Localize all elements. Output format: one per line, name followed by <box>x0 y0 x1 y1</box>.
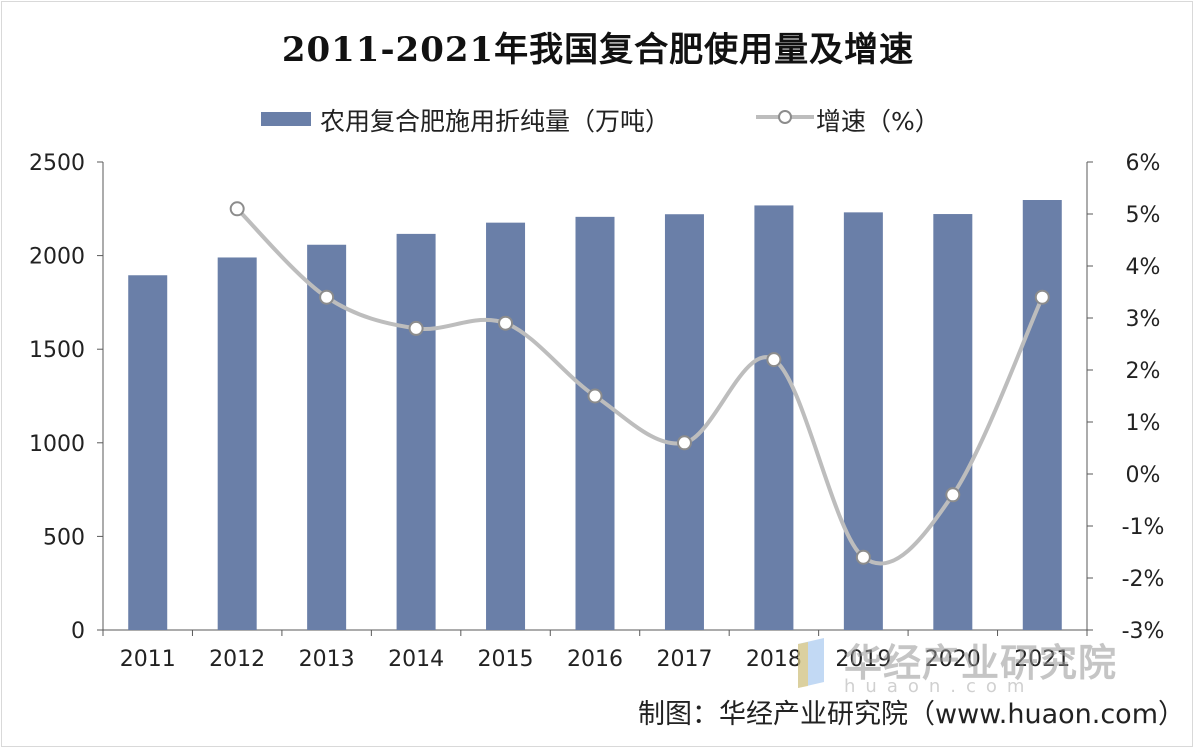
chart-legend: 农用复合肥施用折纯量（万吨） 增速（%） <box>0 102 1196 136</box>
y-left-tick-label: 0 <box>71 619 85 644</box>
bar-2012 <box>217 257 257 630</box>
x-tick-label: 2018 <box>746 647 802 672</box>
bar-2017 <box>664 214 704 630</box>
y-right-tick-label: 6% <box>1126 151 1161 176</box>
y-right-tick-label: 3% <box>1126 307 1161 332</box>
watermark: 华经产业研究院 huaon.com <box>798 632 1158 697</box>
growth-point-2021 <box>1034 289 1050 305</box>
legend-bar-swatch <box>261 112 311 126</box>
growth-point-2013 <box>319 289 335 305</box>
legend-bar-label: 农用复合肥施用折纯量（万吨） <box>320 107 671 136</box>
bar-2011 <box>128 275 168 630</box>
growth-point-2012 <box>229 201 245 217</box>
y-right-tick-label: 0% <box>1126 463 1161 488</box>
growth-point-2015 <box>498 315 514 331</box>
watermark-text: 华经产业研究院 <box>844 641 1118 685</box>
chart-title: 2011-2021年我国复合肥使用量及增速 <box>281 30 915 70</box>
growth-point-2019 <box>855 549 871 565</box>
y-left-tick-label: 2000 <box>29 245 85 270</box>
growth-point-2018 <box>766 352 782 368</box>
x-tick-label: 2017 <box>656 647 712 672</box>
y-right-tick-label: 4% <box>1126 255 1161 280</box>
growth-point-2014 <box>408 320 424 336</box>
y-right-tick-label: 1% <box>1126 411 1161 436</box>
x-tick-label: 2019 <box>835 647 891 672</box>
bar-2016 <box>575 216 615 630</box>
x-tick-label: 2021 <box>1014 647 1070 672</box>
legend-line-label: 增速（%） <box>816 107 940 136</box>
bar-2015 <box>486 222 526 630</box>
watermark-url: huaon.com <box>844 676 1035 697</box>
bar-2018 <box>754 205 794 630</box>
bar-2013 <box>307 244 347 630</box>
bar-2019 <box>843 212 883 630</box>
y-right-tick-label: 2% <box>1126 359 1161 384</box>
x-tick-label: 2014 <box>388 647 444 672</box>
y-right-tick-label: -2% <box>1122 567 1165 592</box>
y-left-tick-label: 2500 <box>29 151 85 176</box>
y-left-tick-label: 1500 <box>29 338 85 363</box>
y-left-tick-label: 1000 <box>29 432 85 457</box>
y-left-tick-label: 500 <box>43 525 85 550</box>
x-tick-label: 2015 <box>478 647 534 672</box>
x-tick-label: 2011 <box>120 647 176 672</box>
y-right-tick-label: -1% <box>1122 515 1165 540</box>
growth-point-2016 <box>587 388 603 404</box>
growth-point-2017 <box>676 435 692 451</box>
source-note: 制图：华经产业研究院（www.huaon.com） <box>638 699 1185 730</box>
bar-2014 <box>396 233 436 630</box>
y-right-tick-label: -3% <box>1122 619 1165 644</box>
x-tick-label: 2013 <box>299 647 355 672</box>
x-tick-label: 2012 <box>209 647 265 672</box>
bar-2021 <box>1022 200 1062 631</box>
y-right-tick-label: 5% <box>1126 203 1161 228</box>
x-tick-label: 2016 <box>567 647 623 672</box>
growth-point-2020 <box>945 487 961 503</box>
legend-line-swatch <box>756 110 814 124</box>
watermark-logo-icon <box>798 638 824 688</box>
x-tick-label: 2020 <box>925 647 981 672</box>
growth-line <box>235 207 1045 566</box>
bar-2020 <box>933 214 973 630</box>
